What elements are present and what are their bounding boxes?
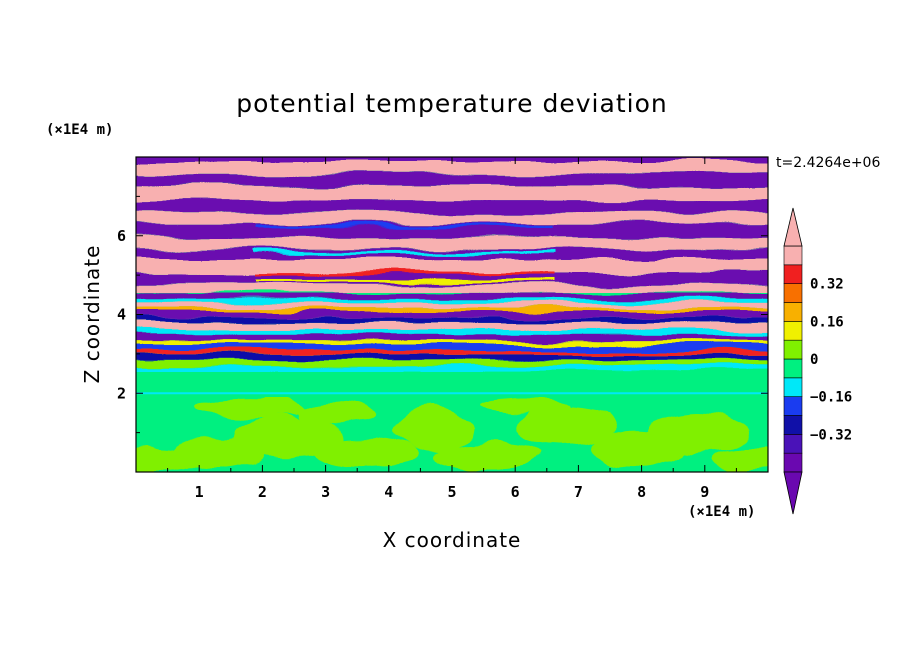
layer-band [136, 174, 768, 186]
x-axis-ticks: 1 2 3 4 5 6 7 8 9 [167, 157, 737, 501]
x-tick-label: 3 [321, 483, 330, 501]
x-tick-label: 9 [700, 483, 709, 501]
colorbar-tick-label: 0.16 [810, 314, 844, 330]
streak-band [136, 359, 768, 366]
mid-streaks [136, 292, 768, 372]
layer-band [136, 237, 768, 250]
thin-streak [256, 271, 556, 275]
colorbar-segment [783, 339, 803, 360]
eddy [312, 436, 415, 469]
x-tick-label: 4 [384, 483, 393, 501]
colorbar-segment [783, 434, 803, 454]
streak-band [136, 308, 768, 313]
chart-title: potential temperature deviation [236, 89, 667, 118]
layer-band [136, 161, 768, 175]
layer-band [136, 284, 768, 293]
streak-band [136, 318, 768, 323]
colorbar-segment [783, 321, 803, 341]
eddy [647, 412, 750, 453]
colorbar-segment [783, 283, 803, 303]
streak-band [136, 349, 768, 354]
colorbar-segment [783, 396, 803, 416]
x-tick-label: 8 [637, 483, 646, 501]
eddy [395, 407, 471, 451]
layer-band [136, 200, 768, 214]
contour-field [116, 142, 788, 472]
eddy [483, 397, 573, 413]
x-tick-label: 2 [258, 483, 267, 501]
streak-band [136, 353, 768, 360]
colorbar-over-triangle [783, 207, 803, 247]
colorbar-tick-label: −0.32 [810, 427, 852, 443]
colorbar-tick-label: 0.32 [810, 277, 844, 293]
layer-band [136, 213, 768, 224]
y-tick-label: 2 [117, 384, 126, 402]
colorbar: 0.32 0.16 0 −0.16 −0.32 [783, 207, 852, 515]
streak-band [136, 322, 768, 330]
y-axis-ticks: 2 4 6 [117, 195, 768, 434]
thin-streak [256, 224, 556, 228]
streak-band [136, 334, 768, 341]
y-axis-unit: (×1E4 m) [46, 122, 113, 138]
streak-band [136, 365, 768, 372]
layer-band [136, 258, 768, 273]
colorbar-under-triangle [783, 471, 803, 515]
lower-eddies [136, 397, 768, 472]
layer-band [136, 272, 768, 285]
thin-streak [256, 251, 556, 255]
streak-band [136, 312, 768, 319]
colorbar-segment [783, 264, 803, 284]
colorbar-segment [783, 415, 803, 435]
colorbar-segment [783, 245, 803, 266]
x-axis-label: X coordinate [383, 528, 522, 552]
time-label: t=2.4264e+06 [776, 155, 880, 171]
streak-band [136, 344, 768, 350]
streak-band [136, 298, 768, 303]
interface-line [136, 392, 768, 395]
y-tick-label: 4 [117, 306, 126, 324]
thin-streak [256, 279, 556, 283]
y-axis-label: Z coordinate [80, 245, 104, 384]
x-tick-label: 1 [195, 483, 204, 501]
eddy [515, 405, 617, 445]
eddy [230, 416, 345, 457]
upper-bands [116, 142, 788, 293]
streak-band [136, 302, 768, 309]
y-tick-label: 6 [117, 227, 126, 245]
streak-band [136, 292, 768, 299]
streak-band [136, 329, 768, 335]
colorbar-tick-label: 0 [810, 352, 818, 368]
layer-band [136, 185, 768, 201]
eddy [433, 442, 547, 471]
x-tick-label: 6 [511, 483, 520, 501]
layer-band [116, 142, 788, 153]
colorbar-segment [783, 358, 803, 379]
x-tick-label: 7 [574, 483, 583, 501]
colorbar-segment [783, 302, 803, 322]
eddy [711, 448, 768, 472]
streak-band [136, 340, 768, 345]
eddy [300, 401, 377, 425]
x-axis-unit: (×1E4 m) [688, 504, 755, 520]
colorbar-segment [783, 452, 803, 473]
colorbar-tick-label: −0.16 [810, 390, 852, 406]
colorbar-segment [783, 377, 803, 397]
x-tick-label: 5 [447, 483, 456, 501]
eddy [192, 399, 307, 419]
